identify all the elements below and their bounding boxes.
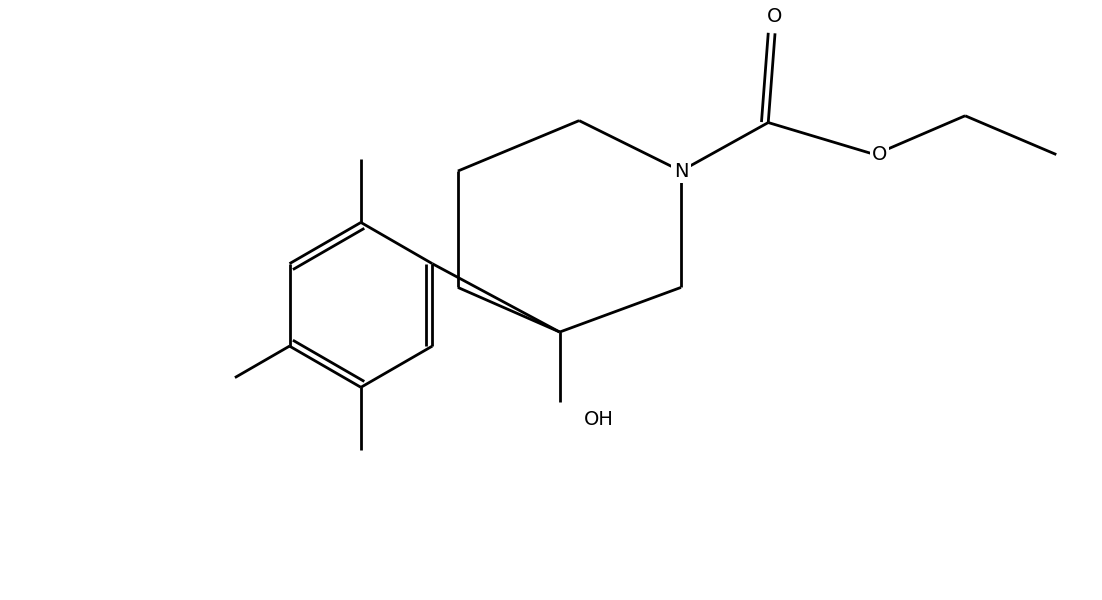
Text: OH: OH <box>584 410 614 429</box>
Text: O: O <box>872 145 887 164</box>
Text: O: O <box>767 7 782 26</box>
Text: N: N <box>673 161 689 181</box>
